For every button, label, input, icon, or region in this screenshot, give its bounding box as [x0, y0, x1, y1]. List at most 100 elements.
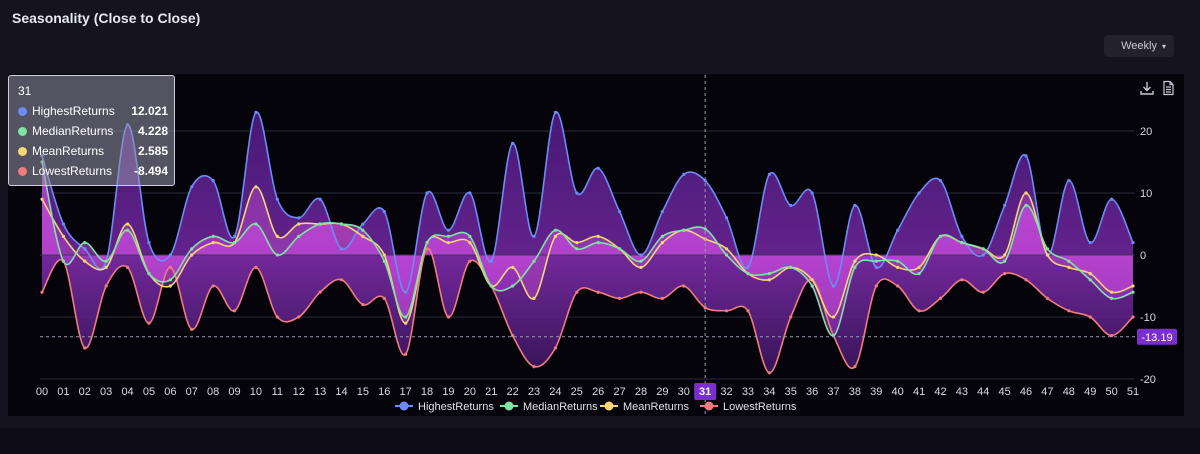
meanreturns-point[interactable] [404, 321, 408, 325]
medianreturns-point[interactable] [938, 234, 943, 238]
meanreturns-point[interactable] [1131, 284, 1135, 288]
meanreturns-point[interactable] [446, 241, 451, 245]
lowestreturns-point[interactable] [1131, 315, 1135, 319]
medianreturns-point[interactable] [810, 284, 814, 288]
meanreturns-point[interactable] [1067, 265, 1071, 269]
lowestreturns-point[interactable] [617, 296, 622, 300]
meanreturns-point[interactable] [1024, 191, 1028, 195]
lowestreturns-point[interactable] [468, 259, 472, 263]
medianreturns-point[interactable] [682, 228, 686, 232]
highestreturns-point[interactable] [446, 228, 451, 232]
legend-label[interactable]: HighestReturns [418, 401, 494, 413]
medianreturns-point[interactable] [767, 272, 771, 276]
meanreturns-point[interactable] [596, 234, 600, 238]
highestreturns-point[interactable] [1088, 241, 1092, 245]
highestreturns-point[interactable] [382, 210, 386, 214]
meanreturns-point[interactable] [1003, 253, 1007, 257]
highestreturns-point[interactable] [660, 210, 664, 214]
lowestreturns-point[interactable] [511, 334, 515, 338]
download-icon[interactable] [1139, 80, 1155, 96]
highestreturns-point[interactable] [1003, 203, 1007, 207]
highestreturns-point[interactable] [1131, 241, 1135, 245]
medianreturns-point[interactable] [981, 247, 985, 251]
highestreturns-point[interactable] [617, 210, 622, 214]
highestreturns-point[interactable] [746, 265, 750, 269]
medianreturns-point[interactable] [853, 265, 857, 269]
highestreturns-point[interactable] [575, 191, 579, 195]
lowestreturns-point[interactable] [318, 290, 322, 294]
document-icon[interactable] [1160, 80, 1176, 96]
medianreturns-point[interactable] [1024, 203, 1028, 207]
meanreturns-point[interactable] [853, 259, 857, 263]
medianreturns-point[interactable] [404, 315, 408, 319]
lowestreturns-point[interactable] [382, 296, 386, 300]
lowestreturns-point[interactable] [211, 284, 215, 288]
highestreturns-point[interactable] [404, 290, 408, 294]
lowestreturns-point[interactable] [297, 315, 301, 319]
medianreturns-point[interactable] [83, 241, 87, 245]
highestreturns-point[interactable] [703, 179, 707, 183]
medianreturns-point[interactable] [468, 234, 472, 238]
meanreturns-point[interactable] [190, 253, 194, 257]
meanreturns-point[interactable] [275, 234, 279, 238]
highestreturns-point[interactable] [297, 216, 301, 220]
medianreturns-point[interactable] [489, 284, 493, 288]
highestreturns-point[interactable] [938, 179, 943, 183]
lowestreturns-point[interactable] [938, 296, 943, 300]
highestreturns-point[interactable] [1067, 179, 1071, 183]
meanreturns-point[interactable] [896, 265, 900, 269]
meanreturns-point[interactable] [810, 278, 814, 282]
lowestreturns-point[interactable] [1067, 309, 1071, 313]
legend-label[interactable]: MeanReturns [623, 401, 690, 413]
lowestreturns-point[interactable] [232, 309, 237, 313]
highestreturns-point[interactable] [853, 203, 857, 207]
legend-label[interactable]: MedianReturns [523, 401, 598, 413]
medianreturns-point[interactable] [660, 234, 664, 238]
lowestreturns-point[interactable] [724, 309, 729, 313]
meanreturns-point[interactable] [211, 241, 215, 245]
lowestreturns-point[interactable] [853, 365, 857, 369]
highestreturns-point[interactable] [767, 172, 771, 176]
lowestreturns-point[interactable] [917, 309, 921, 313]
meanreturns-point[interactable] [831, 315, 836, 319]
lowestreturns-point[interactable] [532, 365, 536, 369]
highestreturns-point[interactable] [917, 191, 921, 195]
meanreturns-point[interactable] [168, 284, 172, 288]
meanreturns-point[interactable] [575, 241, 579, 245]
highestreturns-point[interactable] [896, 228, 900, 232]
medianreturns-point[interactable] [1110, 296, 1114, 300]
medianreturns-point[interactable] [211, 234, 215, 238]
highestreturns-point[interactable] [211, 179, 215, 183]
highestreturns-point[interactable] [361, 222, 365, 226]
medianreturns-point[interactable] [511, 284, 515, 288]
legend-label[interactable]: LowestReturns [723, 401, 797, 413]
meanreturns-point[interactable] [83, 259, 87, 263]
lowestreturns-point[interactable] [147, 321, 151, 325]
highestreturns-point[interactable] [275, 197, 279, 201]
medianreturns-point[interactable] [596, 241, 600, 245]
medianreturns-point[interactable] [896, 259, 900, 263]
meanreturns-point[interactable] [61, 234, 65, 238]
medianreturns-point[interactable] [318, 222, 322, 226]
lowestreturns-point[interactable] [404, 352, 408, 356]
legend-marker[interactable] [704, 401, 714, 411]
lowestreturns-point[interactable] [425, 247, 429, 251]
meanreturns-point[interactable] [1045, 253, 1050, 257]
lowestreturns-point[interactable] [104, 284, 108, 288]
medianreturns-point[interactable] [1003, 259, 1007, 263]
highestreturns-point[interactable] [1024, 154, 1028, 158]
lowestreturns-point[interactable] [553, 346, 558, 350]
highestreturns-point[interactable] [831, 284, 836, 288]
highestreturns-point[interactable] [168, 253, 172, 257]
meanreturns-point[interactable] [639, 265, 643, 269]
lowestreturns-point[interactable] [789, 315, 793, 319]
highestreturns-point[interactable] [339, 247, 344, 251]
medianreturns-point[interactable] [125, 228, 130, 232]
highestreturns-point[interactable] [425, 191, 429, 195]
medianreturns-point[interactable] [61, 259, 65, 263]
highestreturns-point[interactable] [532, 234, 536, 238]
legend-marker[interactable] [399, 401, 409, 411]
highestreturns-point[interactable] [553, 110, 558, 114]
highestreturns-point[interactable] [789, 203, 793, 207]
medianreturns-point[interactable] [382, 259, 386, 263]
